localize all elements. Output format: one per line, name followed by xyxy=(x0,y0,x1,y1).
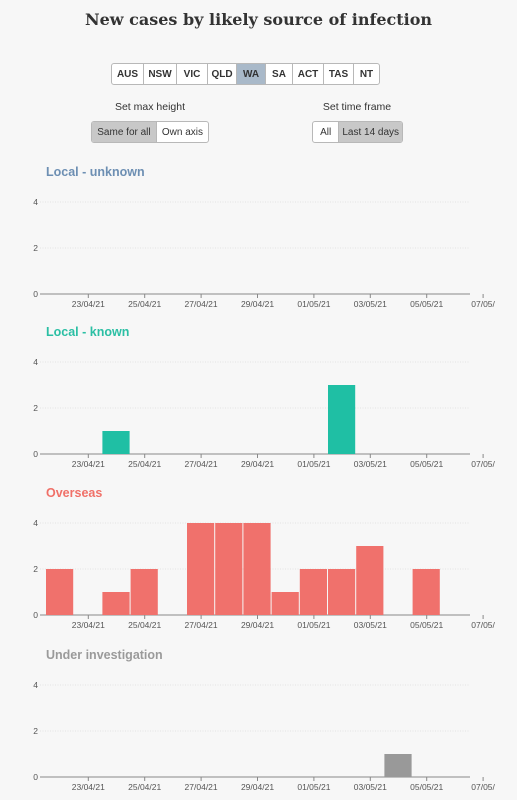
x-tick-label: 05/05/21 xyxy=(410,620,443,630)
chart-1: Local - known 0 2 4 23/04/21 25/04/21 27/04/21… xyxy=(33,325,495,469)
x-tick-label: 25/04/21 xyxy=(128,459,161,469)
bar xyxy=(243,523,271,615)
x-tick-label: 01/05/21 xyxy=(297,782,330,792)
all-button[interactable]: All xyxy=(320,126,332,138)
y-tick-label: 2 xyxy=(33,243,38,253)
x-tick-label: 03/05/21 xyxy=(354,620,387,630)
x-tick-label: 01/05/21 xyxy=(297,299,330,309)
x-tick-label: 25/04/21 xyxy=(128,620,161,630)
x-tick-label: 23/04/21 xyxy=(72,459,105,469)
x-tick-label: 07/05/ xyxy=(471,299,495,309)
x-tick-label: 03/05/21 xyxy=(354,782,387,792)
state-tab-nsw[interactable]: NSW xyxy=(144,64,177,84)
state-tab-aus[interactable]: AUS xyxy=(112,64,144,84)
x-tick-label: 07/05/ xyxy=(471,782,495,792)
x-tick-label: 05/05/21 xyxy=(410,459,443,469)
bar xyxy=(412,569,440,615)
y-tick-label: 0 xyxy=(33,449,38,459)
state-tab-vic[interactable]: VIC xyxy=(177,64,208,84)
bar xyxy=(130,569,158,615)
x-tick-label: 23/04/21 xyxy=(72,782,105,792)
y-tick-label: 0 xyxy=(33,610,38,620)
x-tick-label: 01/05/21 xyxy=(297,459,330,469)
x-tick-label: 07/05/ xyxy=(471,459,495,469)
bar xyxy=(328,569,356,615)
y-tick-label: 4 xyxy=(33,197,38,207)
x-tick-label: 25/04/21 xyxy=(128,782,161,792)
bar xyxy=(102,592,130,615)
chart-title: Under investigation xyxy=(46,648,163,662)
bar xyxy=(46,569,74,615)
chart-0: Local - unknown 0 2 4 23/04/21 25/04/21 27/04/… xyxy=(33,165,495,309)
same-for-all-button[interactable]: Same for all xyxy=(92,122,156,142)
last-14-days-button[interactable]: Last 14 days xyxy=(338,122,402,142)
state-selector: AUS NSW VIC QLD WA SA ACT TAS NT xyxy=(111,63,380,85)
bar xyxy=(356,546,384,615)
y-tick-label: 4 xyxy=(33,518,38,528)
x-tick-label: 05/05/21 xyxy=(410,299,443,309)
own-axis-button[interactable]: Own axis xyxy=(155,122,208,142)
x-tick-label: 03/05/21 xyxy=(354,459,387,469)
bar xyxy=(328,385,356,454)
state-tab-tas[interactable]: TAS xyxy=(324,64,354,84)
x-tick-label: 27/04/21 xyxy=(185,459,218,469)
max-height-toggle: Same for all Own axis xyxy=(91,121,209,143)
chart-title: Overseas xyxy=(46,486,102,500)
bar xyxy=(102,431,130,454)
state-tab-sa[interactable]: SA xyxy=(266,64,293,84)
x-tick-label: 23/04/21 xyxy=(72,299,105,309)
y-tick-label: 2 xyxy=(33,564,38,574)
y-tick-label: 0 xyxy=(33,289,38,299)
x-tick-label: 27/04/21 xyxy=(185,299,218,309)
y-tick-label: 0 xyxy=(33,772,38,782)
bar xyxy=(384,754,412,777)
state-tab-act[interactable]: ACT xyxy=(293,64,324,84)
x-tick-label: 01/05/21 xyxy=(297,620,330,630)
x-tick-label: 27/04/21 xyxy=(185,782,218,792)
bar xyxy=(299,569,327,615)
x-tick-label: 27/04/21 xyxy=(185,620,218,630)
state-tab-qld[interactable]: QLD xyxy=(208,64,237,84)
y-tick-label: 2 xyxy=(33,726,38,736)
x-tick-label: 23/04/21 xyxy=(72,620,105,630)
y-tick-label: 2 xyxy=(33,403,38,413)
x-tick-label: 29/04/21 xyxy=(241,459,274,469)
x-tick-label: 29/04/21 xyxy=(241,299,274,309)
page-title: New cases by likely source of infection xyxy=(84,10,433,29)
bar xyxy=(187,523,215,615)
x-tick-label: 07/05/ xyxy=(471,620,495,630)
state-tab-nt[interactable]: NT xyxy=(359,68,374,80)
x-tick-label: 29/04/21 xyxy=(241,620,274,630)
x-tick-label: 05/05/21 xyxy=(410,782,443,792)
x-tick-label: 03/05/21 xyxy=(354,299,387,309)
max-height-label: Set max height xyxy=(114,101,186,113)
y-tick-label: 4 xyxy=(33,680,38,690)
bar xyxy=(271,592,299,615)
y-tick-label: 4 xyxy=(33,357,38,367)
time-frame-label: Set time frame xyxy=(322,101,392,113)
time-frame-toggle: All Last 14 days xyxy=(312,121,403,143)
chart-3: Under investigation 0 2 4 23/04/21 25/04/21 27… xyxy=(33,648,495,792)
chart-2: Overseas 0 2 4 23/04/21 25/04/21 27/04/21 29/04… xyxy=(33,486,495,630)
bar xyxy=(215,523,243,615)
chart-title: Local - unknown xyxy=(46,165,145,179)
x-tick-label: 29/04/21 xyxy=(241,782,274,792)
state-tab-wa[interactable]: WA xyxy=(237,64,266,84)
x-tick-label: 25/04/21 xyxy=(128,299,161,309)
chart-title: Local - known xyxy=(46,325,129,339)
